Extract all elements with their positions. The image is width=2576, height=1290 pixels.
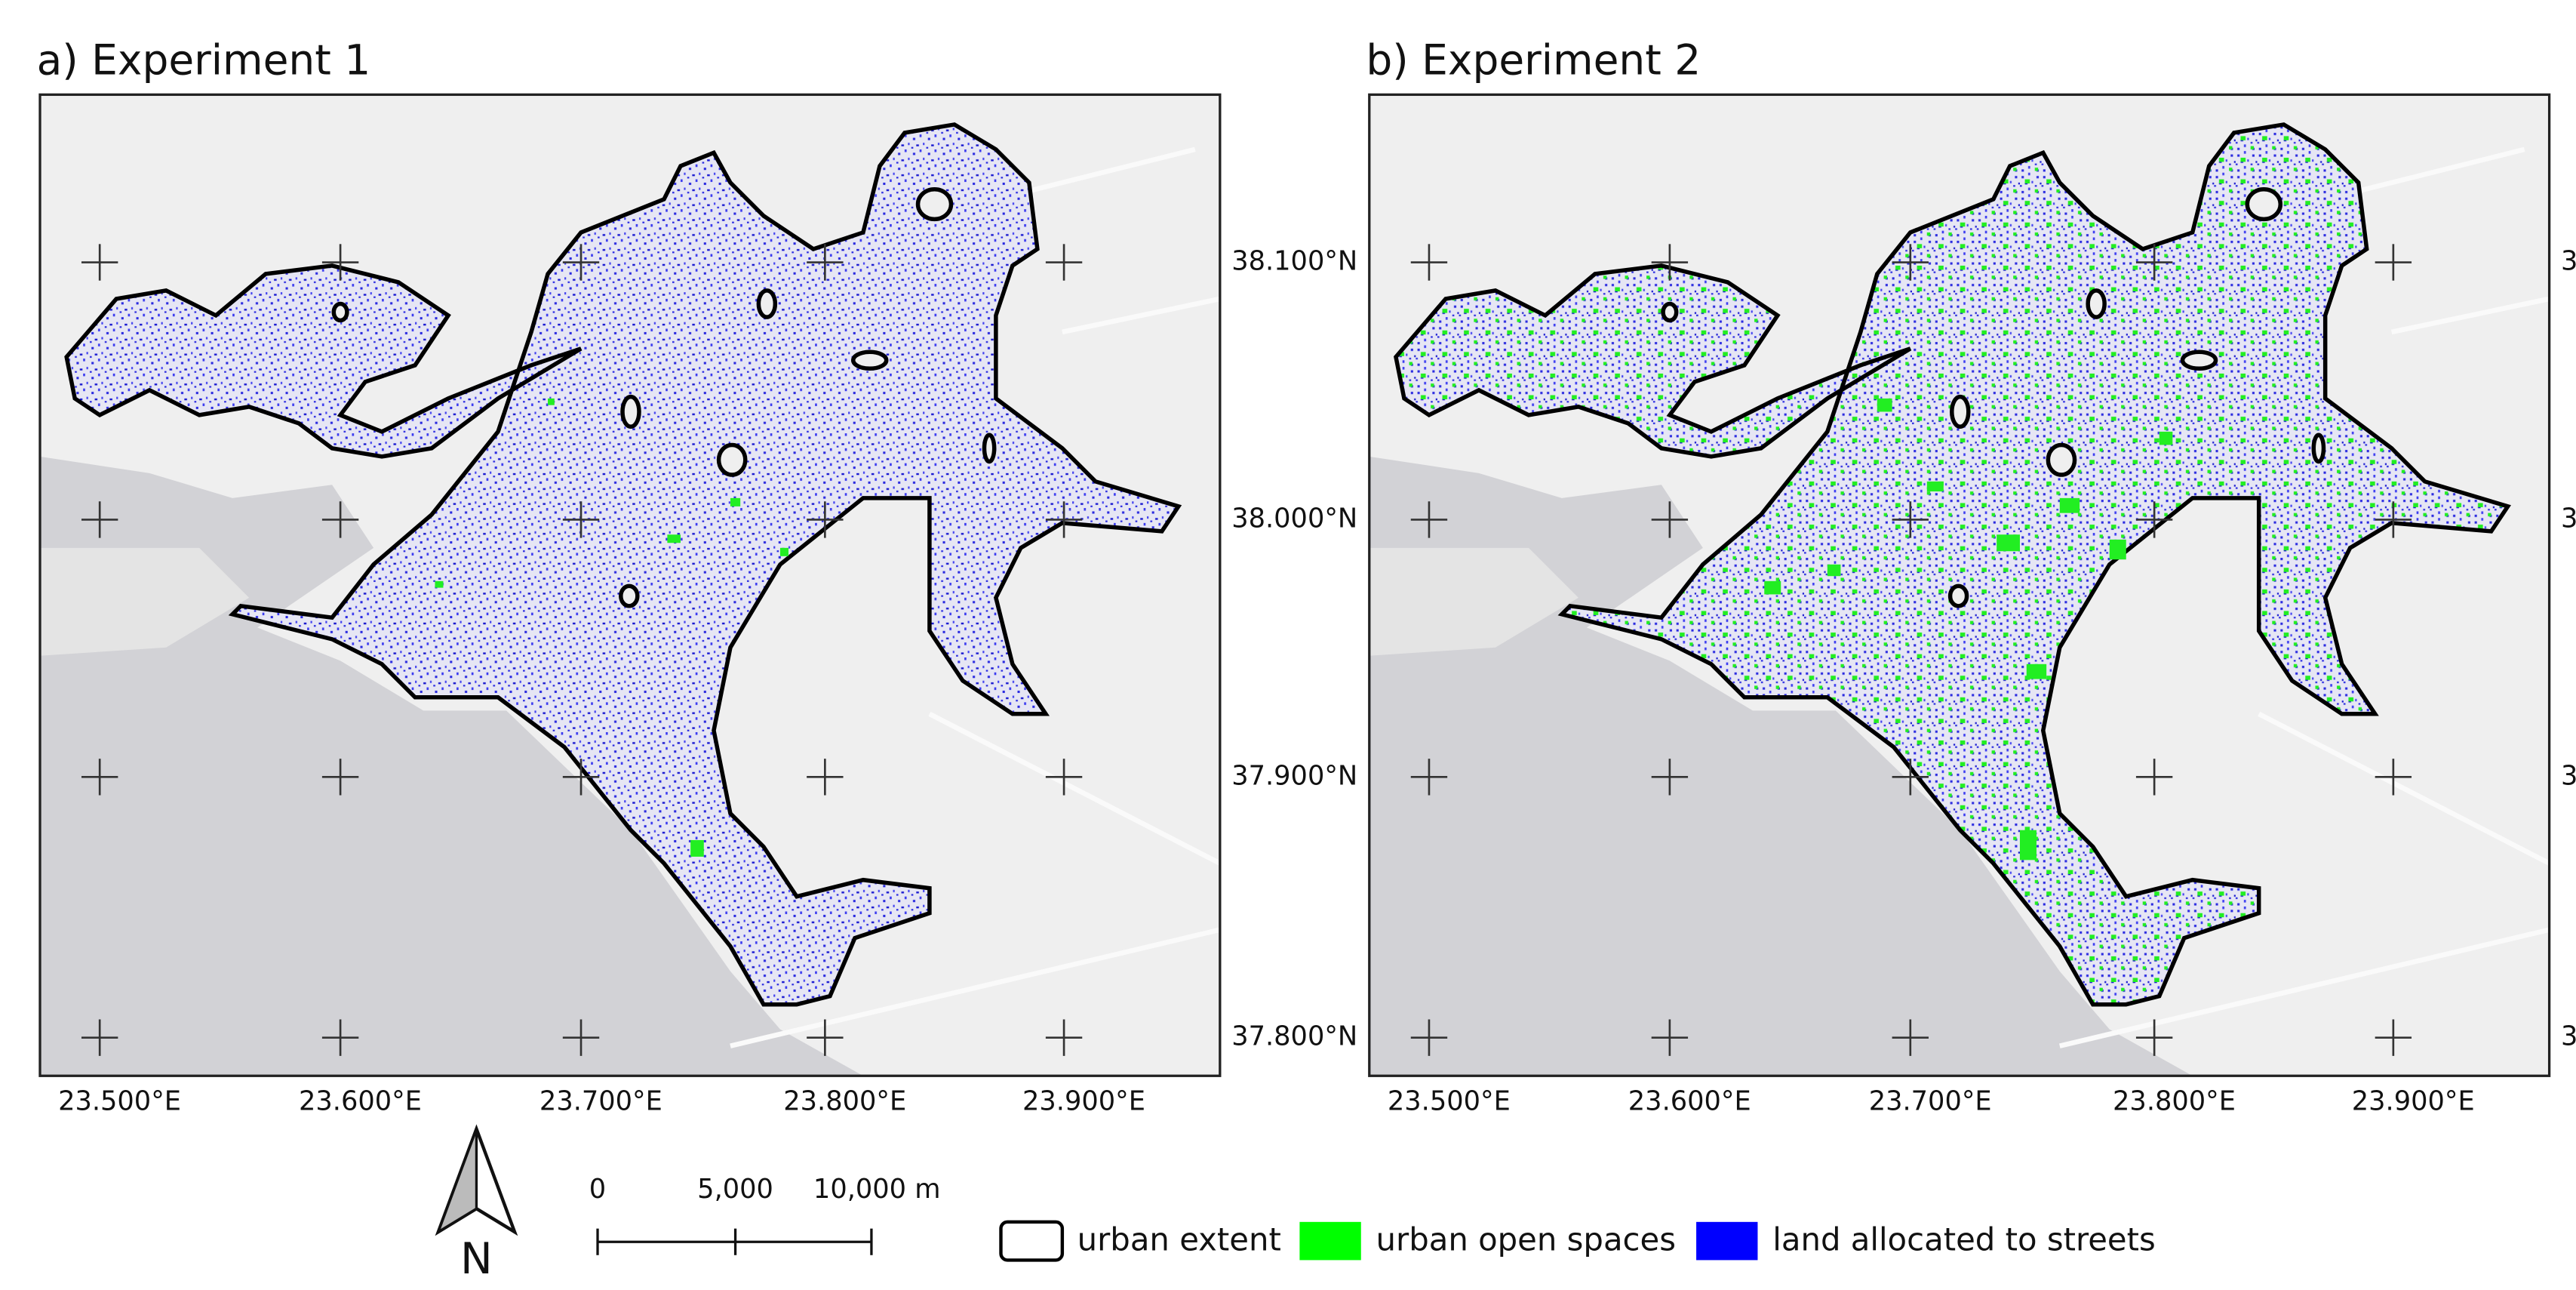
scale-bar [596, 1228, 873, 1255]
longitude-label: 23.900°E [1022, 1085, 1145, 1116]
legend-label: land allocated to streets [1772, 1221, 2156, 1258]
legend-label: urban extent [1077, 1221, 1281, 1258]
open-spaces [1764, 398, 2173, 861]
latitude-label: 37.900°N [2561, 760, 2576, 791]
latitude-label: 38.100°N [2561, 246, 2576, 277]
latitude-label: 37.900°N [1231, 760, 1357, 791]
legend-swatch [1299, 1221, 1361, 1261]
longitude-label: 23.700°E [1869, 1085, 1992, 1116]
scale-label: 5,000 [697, 1174, 773, 1205]
panel-title: b) Experiment 2 [1366, 36, 1701, 85]
latitude-label: 38.000°N [1231, 503, 1357, 534]
legend-label: urban open spaces [1376, 1221, 1676, 1258]
longitude-label: 23.900°E [2352, 1085, 2475, 1116]
scale-label: 10,000 m [813, 1174, 941, 1205]
longitude-label: 23.700°E [539, 1085, 662, 1116]
latitude-label: 38.000°N [2561, 503, 2576, 534]
panel-a [40, 94, 1220, 1076]
longitude-label: 23.800°E [2113, 1085, 2236, 1116]
north-label: N [460, 1234, 493, 1284]
longitude-label: 23.600°E [1628, 1085, 1751, 1116]
open-spaces [435, 398, 788, 857]
legend-swatch [999, 1220, 1065, 1262]
longitude-label: 23.500°E [58, 1085, 181, 1116]
longitude-label: 23.500°E [1388, 1085, 1511, 1116]
scale-label: 0 [589, 1174, 606, 1205]
latitude-label: 38.100°N [1231, 246, 1357, 277]
longitude-label: 23.800°E [783, 1085, 906, 1116]
legend: urban extent urban open spaces land alloca… [999, 1220, 2156, 1262]
legend-swatch [1696, 1221, 1758, 1261]
latitude-label: 37.800°N [1231, 1021, 1357, 1052]
panel-title: a) Experiment 1 [37, 36, 371, 85]
longitude-label: 23.600°E [299, 1085, 422, 1116]
north-arrow: N [435, 1124, 518, 1284]
latitude-label: 37.800°N [2561, 1021, 2576, 1052]
panel-b [1369, 94, 2550, 1076]
